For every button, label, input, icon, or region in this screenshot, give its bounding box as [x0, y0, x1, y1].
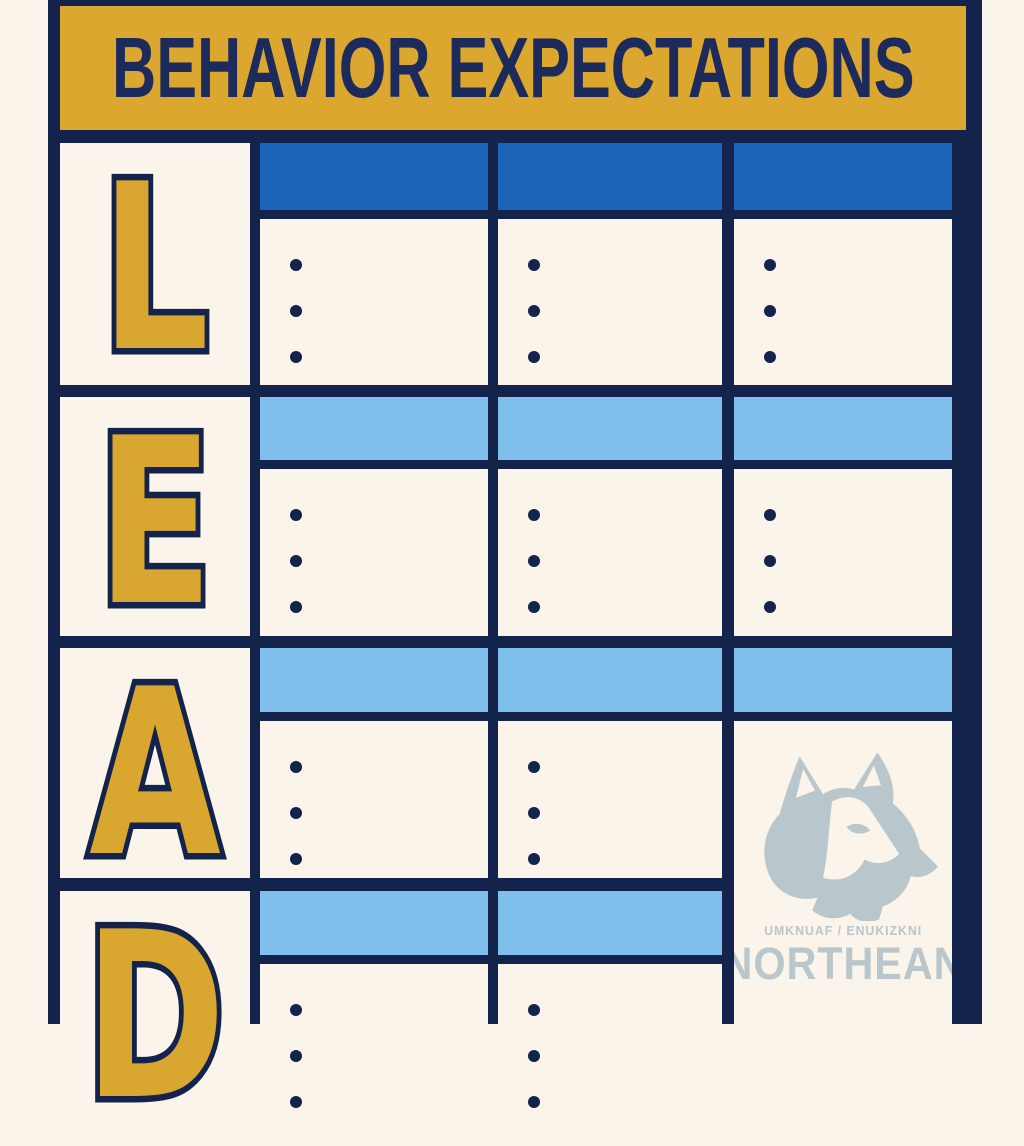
column-header-bar: [734, 648, 952, 712]
column-header-bar: [260, 397, 488, 460]
bullet-dot: [528, 305, 540, 317]
column-header-bar: [260, 143, 488, 210]
bullet-dot: [528, 1050, 540, 1062]
column-header-bar: [260, 891, 488, 955]
bullet-dot: [528, 601, 540, 613]
column-header-bar: [734, 397, 952, 460]
content-cell: [260, 219, 488, 385]
letter-cell-D: D: [60, 877, 250, 1146]
bullet-dot: [290, 1050, 302, 1062]
bullet-dot: [290, 259, 302, 271]
lead-letter-E: E: [97, 397, 213, 636]
content-cell: [498, 469, 722, 636]
content-cell: [260, 964, 488, 1140]
content-cell: [260, 469, 488, 636]
bullet-dot: [528, 1096, 540, 1108]
column-header-bar: [498, 648, 722, 712]
lead-letter-A-icon: A: [84, 634, 227, 913]
content-cell: [498, 964, 722, 1140]
bullet-dot: [290, 761, 302, 773]
bullet-dot: [290, 555, 302, 567]
bullet-dot: [528, 807, 540, 819]
column-header-bar: [260, 648, 488, 712]
column-header-bar: [734, 143, 952, 210]
bullet-dot: [290, 509, 302, 521]
lead-letter-D-icon: D: [79, 877, 231, 1146]
bullet-dot: [528, 555, 540, 567]
content-cell: [498, 721, 722, 878]
column-header-bar: [498, 397, 722, 460]
bullet-dot: [290, 853, 302, 865]
bullet-dot: [528, 259, 540, 271]
bullet-dot: [528, 853, 540, 865]
lead-letter-L-icon: L: [95, 129, 215, 408]
content-cell: [260, 721, 488, 878]
content-cell: [734, 219, 952, 385]
column-header-bar: [498, 891, 722, 955]
letter-cell-A: A: [60, 634, 250, 913]
bullet-dot: [764, 305, 776, 317]
lead-letter-D: D: [84, 891, 225, 1141]
bullet-dot: [764, 351, 776, 363]
bullet-dot: [290, 1004, 302, 1016]
letter-cell-E: E: [60, 383, 250, 662]
bullet-dot: [528, 761, 540, 773]
watermark-small-text: UMKNUAF / ENUKIZKNI: [763, 923, 922, 938]
bullet-dot: [764, 259, 776, 271]
lead-letter-E-icon: E: [91, 383, 218, 662]
bullet-dot: [528, 351, 540, 363]
bullet-dot: [290, 351, 302, 363]
watermark-cell: UMKNUAF / ENUKIZKNI NORTHEAN: [734, 721, 952, 1024]
watermark-large-text: NORTHEAN: [734, 938, 952, 989]
lead-letter-L: L: [101, 143, 209, 385]
bullet-dot: [528, 1004, 540, 1016]
bullet-dot: [528, 509, 540, 521]
column-header-bar: [498, 143, 722, 210]
letter-cell-L: L: [60, 129, 250, 408]
bullet-dot: [764, 509, 776, 521]
lead-letter-A: A: [89, 648, 221, 878]
bullet-dot: [764, 601, 776, 613]
bullet-dot: [290, 807, 302, 819]
poster-title: BEHAVIOR EXPECTATIONS: [111, 20, 915, 116]
bullet-dot: [290, 1096, 302, 1108]
bullet-dot: [290, 305, 302, 317]
content-cell: [734, 469, 952, 636]
bullet-dot: [290, 601, 302, 613]
husky-logo-icon: [764, 752, 939, 921]
bullet-dot: [764, 555, 776, 567]
title-banner: BEHAVIOR EXPECTATIONS: [60, 6, 966, 130]
content-cell: [498, 219, 722, 385]
